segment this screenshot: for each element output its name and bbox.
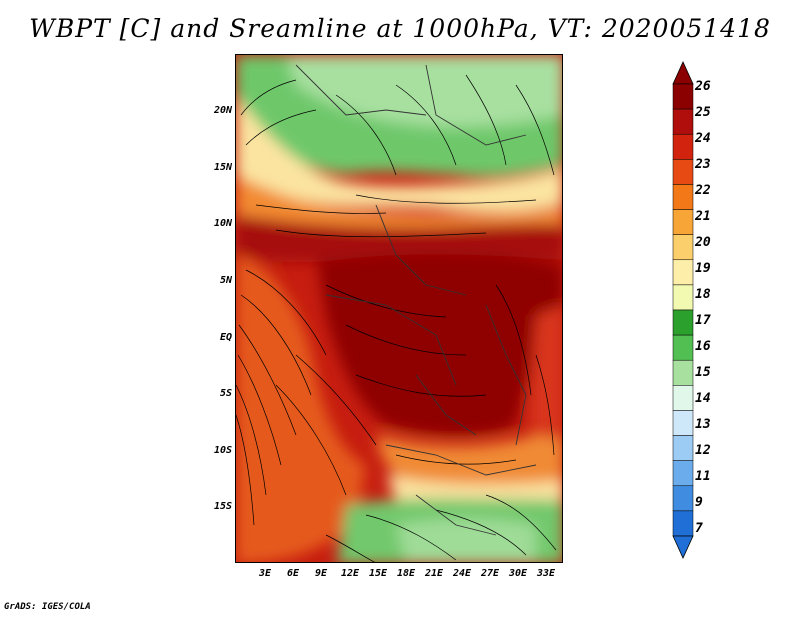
map-panel bbox=[235, 54, 563, 563]
country-borders bbox=[295, 64, 537, 536]
colorbar-segment bbox=[672, 108, 694, 135]
colorbar-segment bbox=[672, 510, 694, 537]
lat-label-eq: EQ bbox=[219, 332, 232, 343]
colorbar-segment bbox=[672, 385, 694, 411]
colorbar-label-21: 21 bbox=[695, 209, 711, 224]
lon-label-33e: 33E bbox=[536, 568, 556, 579]
colorbar-segment bbox=[672, 460, 694, 487]
colorbar-label-26: 26 bbox=[695, 79, 711, 94]
colorbar-top-arrow bbox=[672, 61, 694, 85]
lat-label-15n: 15N bbox=[213, 162, 232, 173]
colorbar-label-24: 24 bbox=[695, 131, 711, 146]
lat-label-10s: 10S bbox=[213, 445, 232, 456]
lat-label-10n: 10N bbox=[213, 218, 232, 229]
lat-label-20n: 20N bbox=[213, 105, 232, 116]
colorbar-segment bbox=[672, 83, 694, 110]
lat-label-15s: 15S bbox=[213, 501, 232, 512]
colorbar-label-15: 15 bbox=[695, 365, 711, 380]
lon-label-6e: 6E bbox=[286, 568, 300, 579]
lon-label-15e: 15E bbox=[368, 568, 388, 579]
colorbar-label-13: 13 bbox=[695, 417, 711, 432]
colorbar-label-23: 23 bbox=[695, 157, 711, 172]
colorbar-label-17: 17 bbox=[695, 313, 711, 328]
streamlines bbox=[236, 74, 557, 562]
chart-title: WBPT [C] and Sreamline at 1000hPa, VT: 2… bbox=[29, 14, 771, 43]
footer-credit: GrADS: IGES/COLA bbox=[4, 602, 91, 612]
lat-label-5s: 5S bbox=[219, 388, 232, 399]
lon-label-3e: 3E bbox=[258, 568, 272, 579]
colorbar-segment bbox=[672, 435, 694, 461]
lon-label-9e: 9E bbox=[314, 568, 328, 579]
colorbar-segment bbox=[672, 234, 694, 261]
colorbar-label-25: 25 bbox=[695, 105, 711, 120]
colorbar-label-14: 14 bbox=[695, 391, 711, 406]
colorbar bbox=[672, 61, 694, 559]
wbpt-field-map bbox=[236, 55, 562, 562]
colorbar-label-19: 19 bbox=[695, 261, 711, 276]
colorbar-label-16: 16 bbox=[695, 339, 711, 354]
colorbar-segment bbox=[672, 284, 694, 311]
lon-label-24e: 24E bbox=[452, 568, 472, 579]
colorbar-label-9: 9 bbox=[695, 495, 703, 510]
colorbar-label-18: 18 bbox=[695, 287, 711, 302]
colorbar-label-20: 20 bbox=[695, 235, 711, 250]
colorbar-segment bbox=[672, 133, 694, 160]
colorbar-segment bbox=[672, 410, 694, 436]
lon-label-30e: 30E bbox=[508, 568, 528, 579]
lon-label-21e: 21E bbox=[424, 568, 444, 579]
colorbar-label-7: 7 bbox=[695, 521, 703, 536]
colorbar-label-22: 22 bbox=[695, 183, 711, 198]
colorbar-bottom-arrow bbox=[672, 535, 694, 559]
colorbar-segment bbox=[672, 209, 694, 235]
colorbar-segment bbox=[672, 259, 694, 286]
colorbar-segment bbox=[672, 184, 694, 210]
lon-label-27e: 27E bbox=[480, 568, 500, 579]
lon-label-18e: 18E bbox=[396, 568, 416, 579]
lon-label-12e: 12E bbox=[340, 568, 360, 579]
colorbar-segment bbox=[672, 485, 694, 512]
colorbar-segment bbox=[672, 359, 694, 386]
colorbar-segment bbox=[672, 334, 694, 361]
colorbar-label-12: 12 bbox=[695, 443, 711, 458]
lat-label-5n: 5N bbox=[219, 275, 232, 286]
colorbar-label-11: 11 bbox=[695, 469, 711, 484]
colorbar-segment bbox=[672, 309, 694, 336]
colorbar-segment bbox=[672, 159, 694, 185]
